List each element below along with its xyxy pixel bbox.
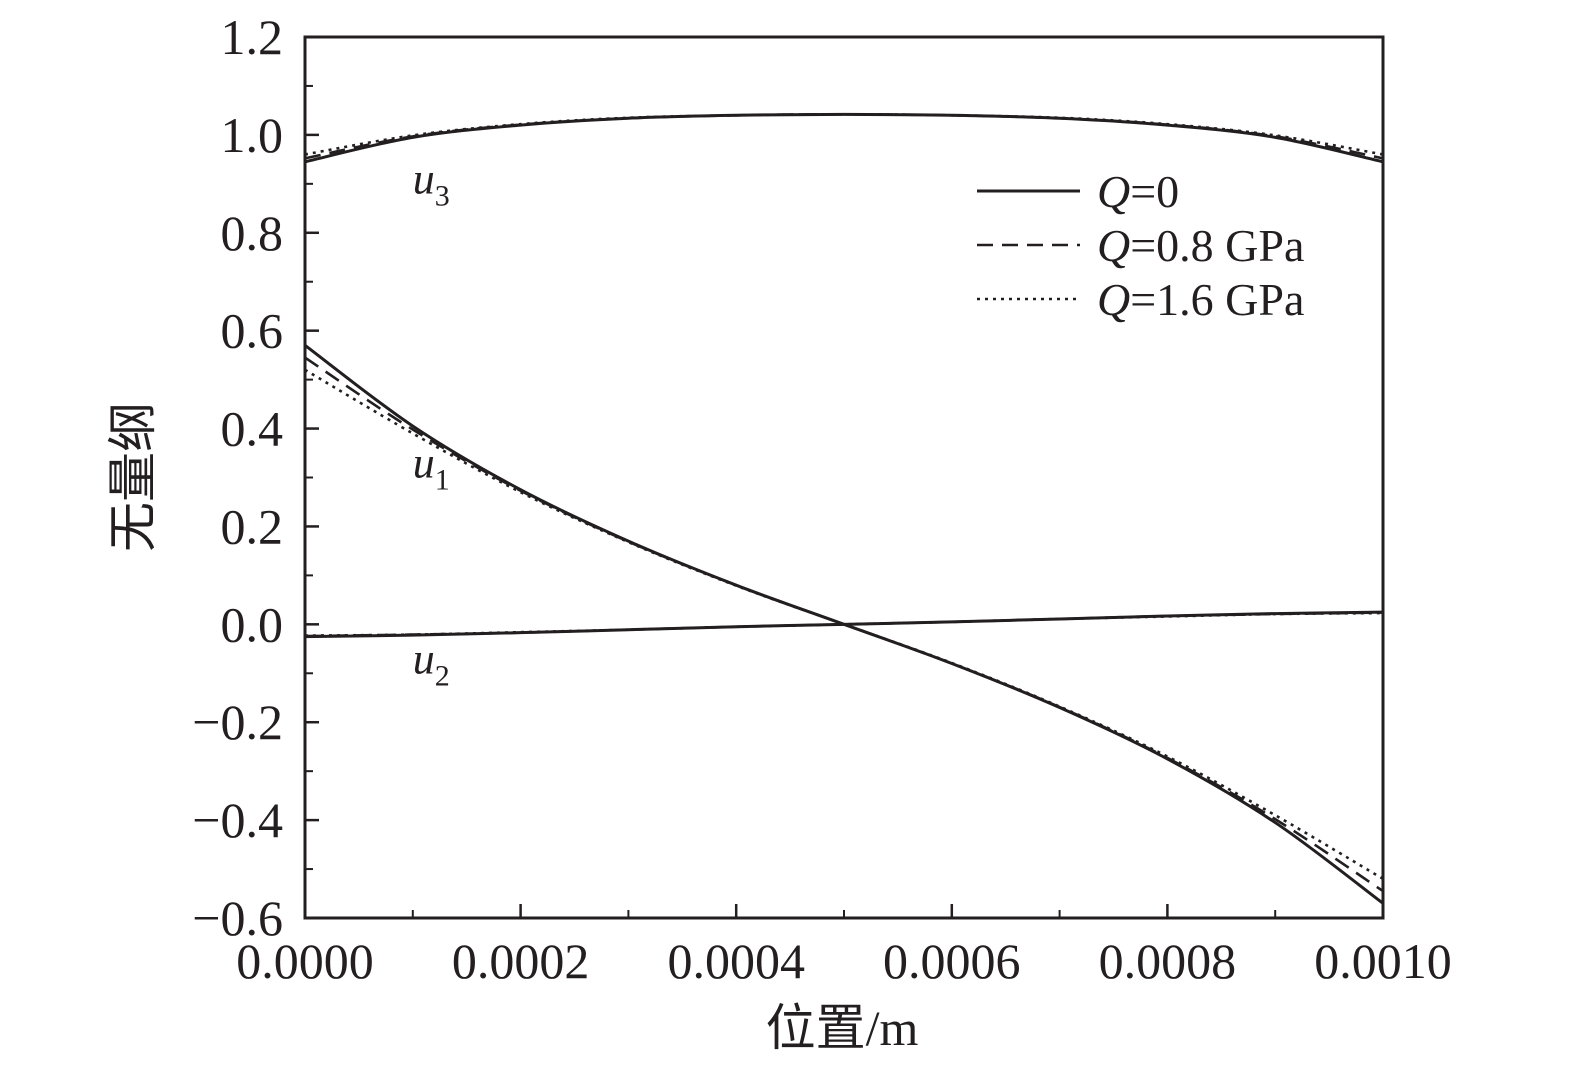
- y-tick-label: 0.2: [221, 498, 284, 554]
- series-line-u1-dotted: [304, 368, 1384, 880]
- x-axis-title: 位置/m: [766, 1000, 919, 1056]
- curve-label-u3: u3: [413, 155, 450, 213]
- y-axis-title: 无量纲: [105, 402, 161, 552]
- series-line-u2-dashed: [304, 611, 1384, 638]
- legend-label: Q=0: [1097, 166, 1179, 217]
- y-tick-label: −0.2: [192, 694, 283, 750]
- y-tick-label: −0.6: [192, 890, 283, 946]
- y-tick-label: 1.2: [221, 9, 284, 65]
- y-tick-label: 0.8: [221, 205, 284, 261]
- x-tick-label: 0.0004: [667, 933, 805, 989]
- y-tick-label: 1.0: [221, 107, 284, 163]
- curve-label-u1: u1: [413, 439, 450, 497]
- x-tick-label: 0.0006: [883, 933, 1021, 989]
- legend-label: Q=1.6 GPa: [1097, 274, 1304, 325]
- legend-label: Q=0.8 GPa: [1097, 220, 1304, 271]
- x-tick-label: 0.0002: [452, 933, 590, 989]
- y-tick-label: 0.4: [221, 401, 284, 457]
- y-tick-label: −0.4: [192, 792, 283, 848]
- x-tick-label: 0.0008: [1099, 933, 1237, 989]
- series-line-u3-dotted: [304, 113, 1384, 156]
- y-tick-label: 0.0: [221, 596, 284, 652]
- curve-labels: u3 u1 u2: [413, 155, 450, 693]
- x-tick-label: 0.0000: [236, 933, 374, 989]
- curve-label-u2: u2: [413, 634, 450, 692]
- series-line-u3-solid: [304, 112, 1384, 164]
- series-line-u3-dashed: [304, 113, 1384, 160]
- x-tick-label: 0.0010: [1314, 933, 1452, 989]
- y-tick-label: 0.6: [221, 303, 284, 359]
- axes: 0.0000 0.0002 0.0004 0.0006 0.0008 0.0010 −0.6…: [192, 9, 1451, 989]
- series-group: [304, 112, 1384, 905]
